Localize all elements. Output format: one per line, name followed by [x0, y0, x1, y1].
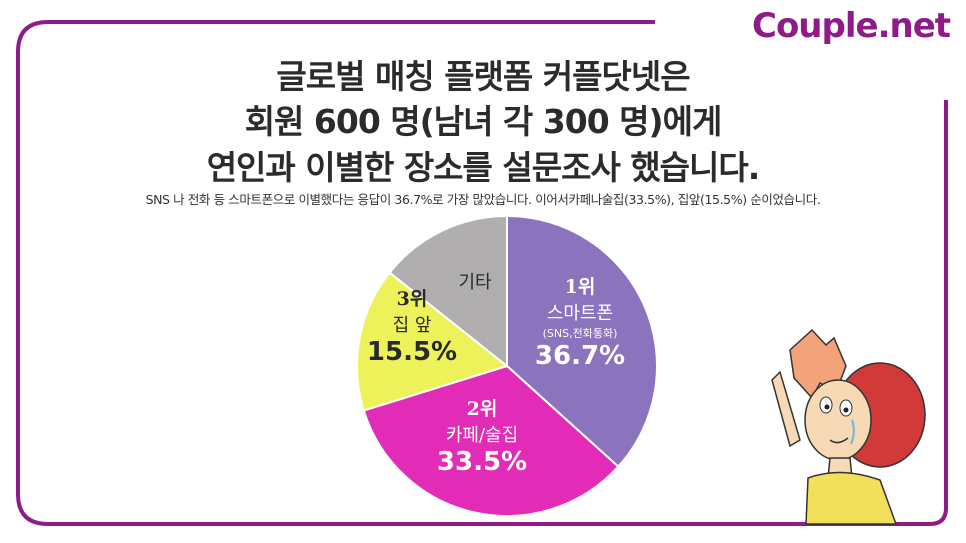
label-home-pct: 15.5% — [366, 337, 458, 367]
label-cafe-rank: 2위 — [466, 398, 498, 420]
brand-logo: Couple.net — [752, 6, 951, 46]
label-smartphone: 1위 스마트폰 (SNS,전화통화) 36.7% — [510, 272, 650, 371]
face-shape — [804, 379, 872, 461]
label-smartphone-name: 스마트폰 — [546, 303, 614, 324]
label-cafe-name: 카페/술집 — [445, 425, 519, 446]
label-cafe: 2위 카페/술집 33.5% — [412, 394, 552, 477]
label-other: 기타 — [440, 268, 510, 294]
label-smartphone-pct: 36.7% — [534, 341, 626, 371]
pupil-right — [843, 407, 849, 413]
label-home: 3위 집 앞 15.5% — [356, 284, 468, 367]
arm-shape — [771, 370, 801, 448]
pupil-left — [824, 404, 830, 410]
label-smartphone-rank: 1위 — [564, 276, 596, 298]
pie-slice-home — [356, 271, 510, 412]
headline-line-3: 연인과 이별한 장소를 설문조사 했습니다. — [206, 148, 761, 187]
tear-icon — [850, 419, 855, 445]
pie-slice-smartphone — [506, 214, 658, 469]
label-home-name: 집 앞 — [392, 315, 432, 336]
frame-line — [16, 20, 948, 526]
label-smartphone-note: (SNS,전화통화) — [542, 327, 618, 340]
pie-slice-other — [388, 214, 508, 369]
label-cafe-pct: 33.5% — [436, 447, 528, 477]
pie-slices — [356, 214, 658, 517]
label-other-name: 기타 — [458, 272, 492, 293]
subtitle: SNS 나 전화 등 스마트폰으로 이별했다는 응답이 36.7%로 가장 많았… — [145, 192, 821, 207]
headline-line-1: 글로벌 매칭 플랫폼 커플닷넷은 — [276, 57, 690, 96]
headline-line-2: 회원 600 명(남녀 각 300 명)에게 — [244, 102, 723, 141]
label-home-rank: 3위 — [396, 288, 428, 310]
pie-slice-cafe — [362, 364, 620, 517]
mouth-shape — [829, 437, 849, 444]
shirt-shape — [805, 471, 898, 525]
